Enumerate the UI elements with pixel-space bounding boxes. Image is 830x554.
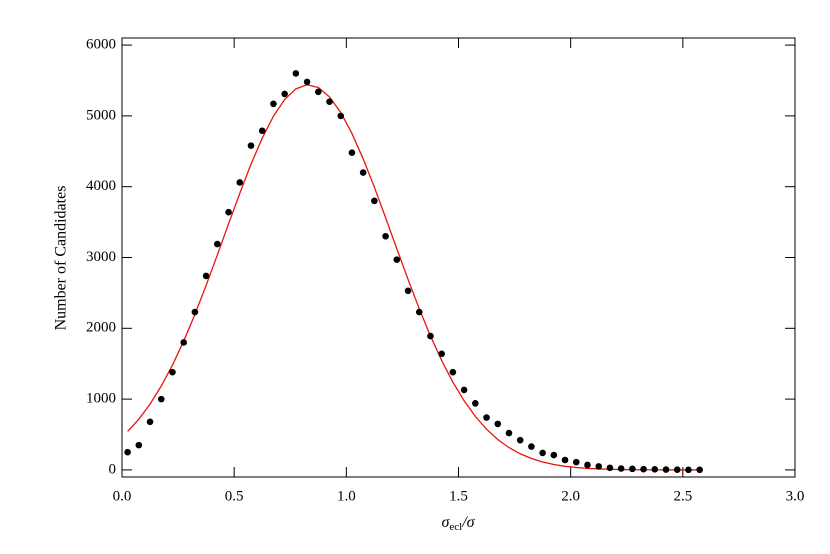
data-point [505,429,513,437]
data-point [270,100,277,108]
data-point [606,464,614,472]
data-point [472,400,479,407]
y-tick-label: 2000 [86,320,116,336]
data-point [494,420,502,428]
x-tick-label: 3.0 [786,488,805,504]
data-point [225,208,232,216]
x-tick-label: 1.5 [449,488,468,504]
data-point [516,436,524,444]
data-point [629,465,636,473]
data-point [202,272,210,280]
data-point [157,395,165,403]
data-point [438,350,445,358]
data-point [584,461,591,469]
data-point [326,98,333,106]
data-point [359,169,367,176]
data-point [662,466,670,473]
x-tick-label: 1.0 [337,488,356,504]
data-point [651,466,659,473]
data-point [214,240,221,248]
x-axis-title: σecl/σ [441,514,475,533]
data-point [483,414,490,421]
data-point [393,256,401,263]
data-point [415,308,423,316]
x-tick-label: 2.5 [673,488,692,504]
data-point [303,78,311,86]
data-point [281,90,288,98]
data-point [673,466,681,474]
y-tick-label: 5000 [86,107,116,123]
fit-curve [127,84,700,471]
data-point [258,127,266,135]
data-point [124,448,131,456]
y-tick-label: 1000 [86,391,116,407]
y-tick-label: 0 [109,461,117,477]
x-tick-label: 0.5 [225,488,244,504]
data-point [550,451,558,459]
y-tick-label: 4000 [86,178,116,194]
data-point [617,465,625,472]
x-title-symbol: σ [441,514,450,531]
y-tick-label: 3000 [86,249,116,265]
data-point [180,339,187,346]
data-point [146,418,154,426]
y-axis-title: Number of Candidates [53,186,70,331]
data-point [191,308,199,316]
data-point [371,197,378,205]
data-point [539,449,546,457]
data-point [135,441,143,449]
data-point [696,466,703,474]
x-tick-label: 2.0 [561,488,580,504]
data-point [337,112,345,120]
data-point [314,88,322,96]
data-point [572,458,580,466]
data-point [292,70,300,77]
plot-frame [121,37,796,478]
data-point [685,466,692,474]
data-point [561,456,569,464]
data-point [640,465,647,473]
x-title-subscript: ecl [449,521,462,533]
x-tick-label: 0.0 [113,488,132,504]
data-point [382,232,389,240]
data-point [595,463,603,470]
data-point [404,287,412,295]
data-point [236,179,244,186]
data-point [247,142,255,149]
data-point [460,386,468,394]
x-title-rest: /σ [461,514,475,531]
data-point [169,368,176,376]
data-point [449,368,457,376]
y-tick-label: 6000 [86,37,116,53]
data-point [528,443,535,450]
data-point [348,149,356,157]
data-point [427,332,434,340]
